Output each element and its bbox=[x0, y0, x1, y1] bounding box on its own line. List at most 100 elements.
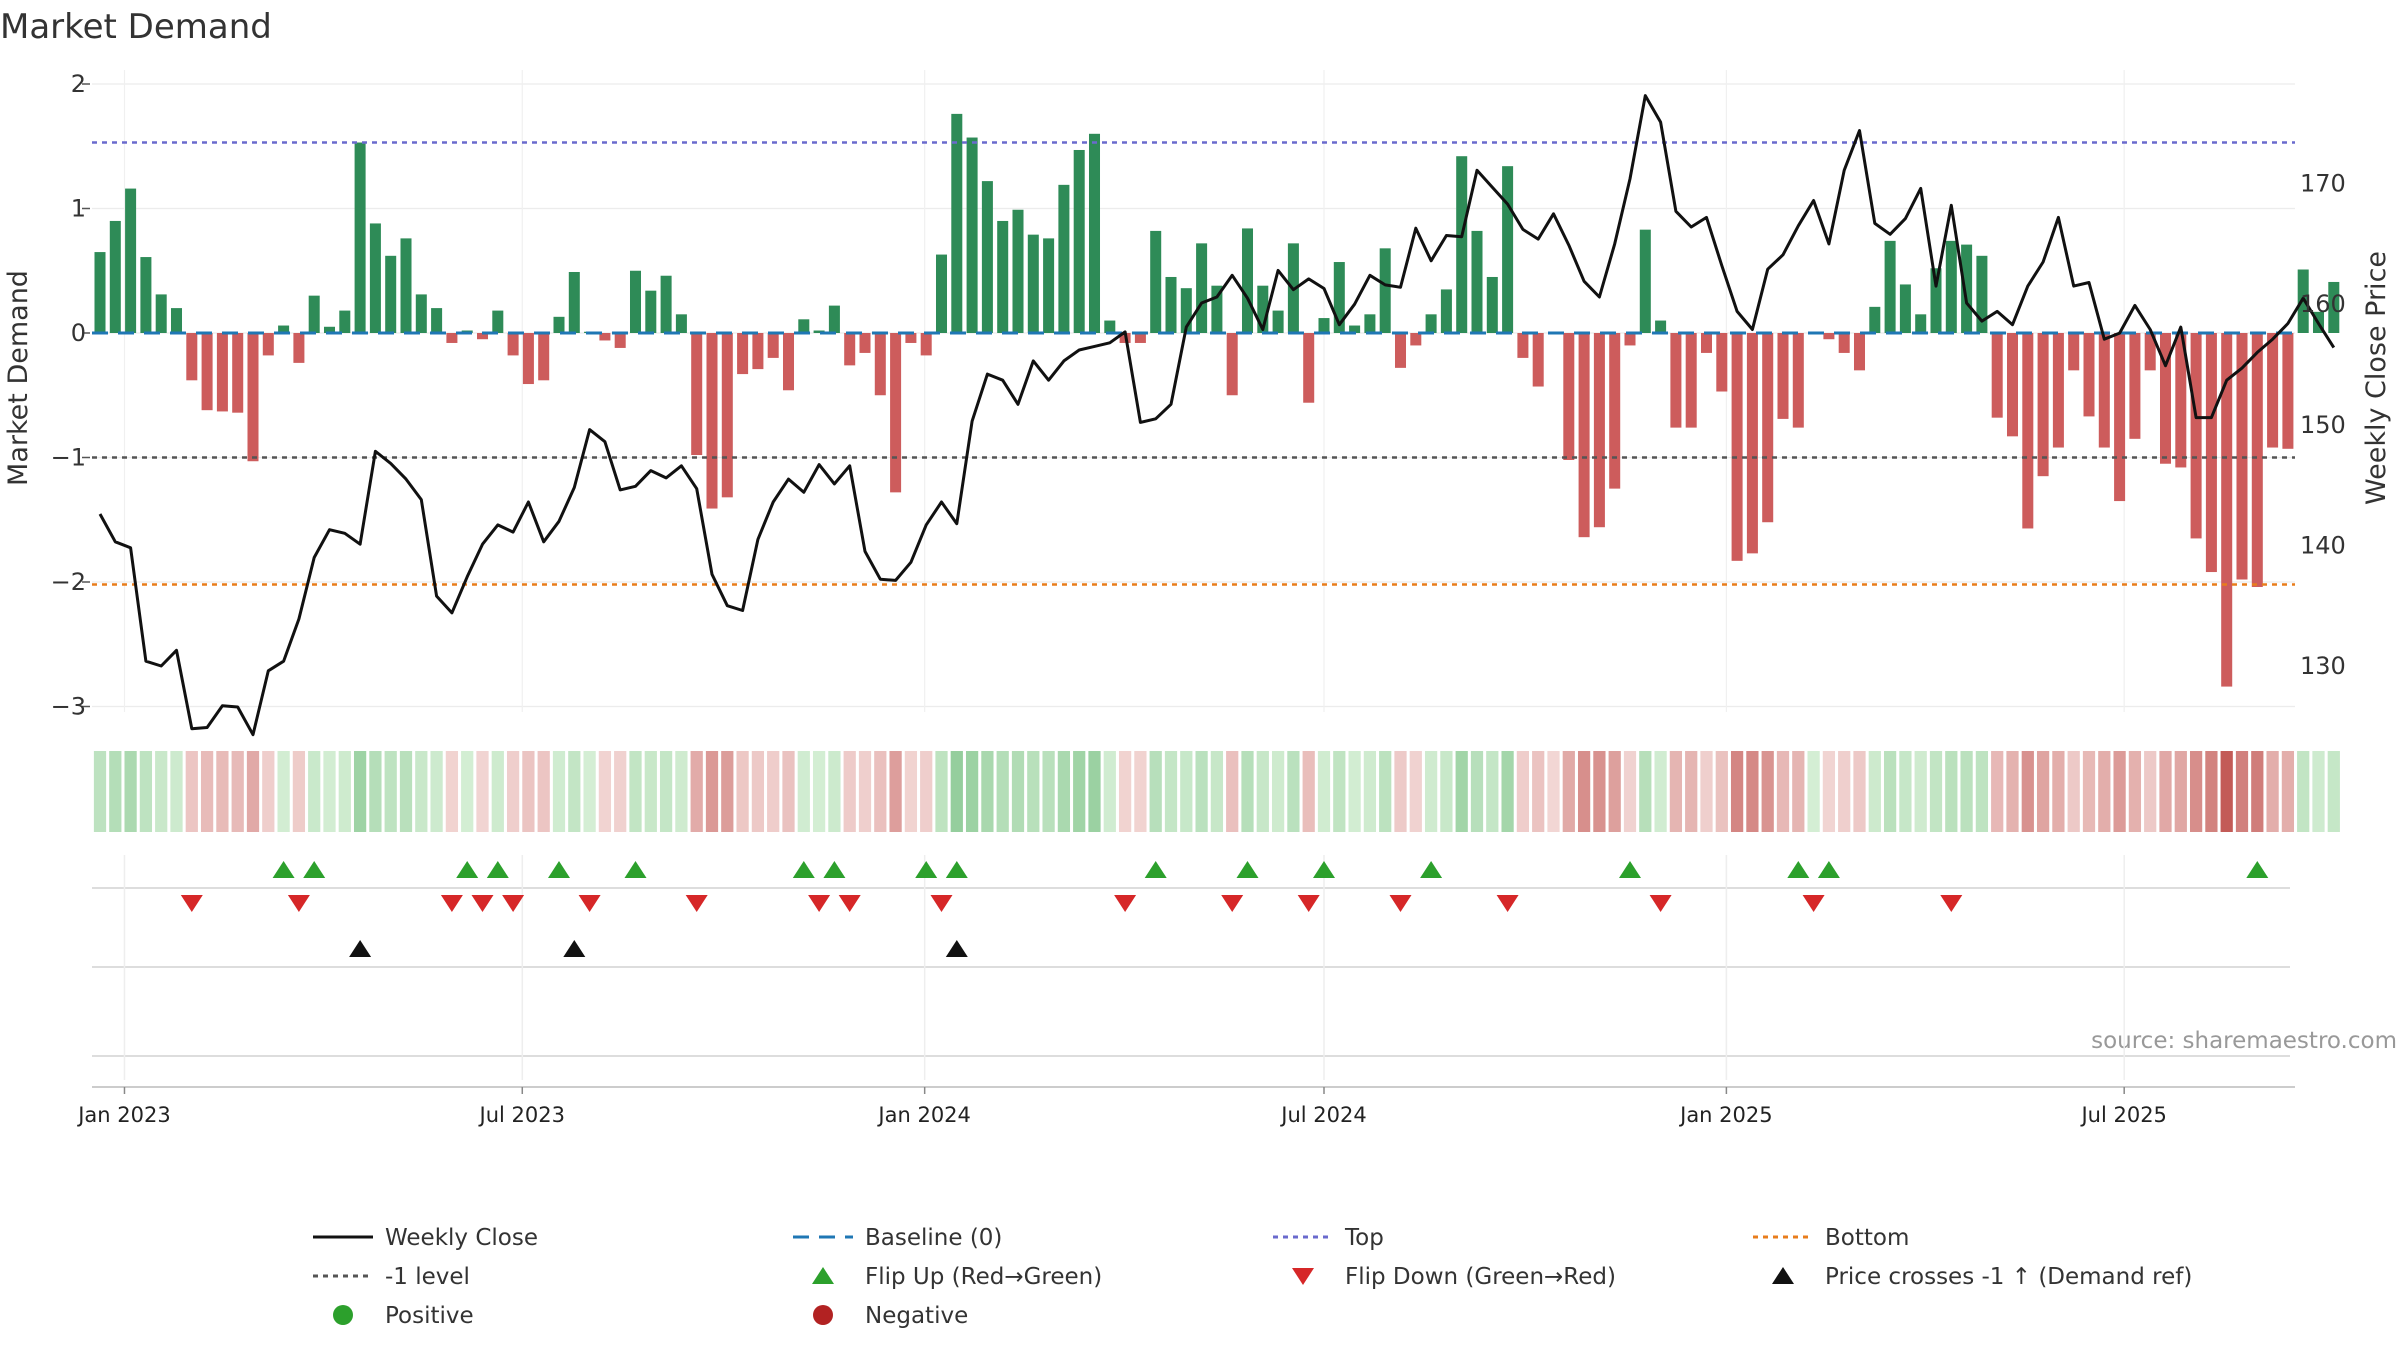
flip-down-marker bbox=[838, 895, 861, 912]
heat-cell bbox=[1088, 751, 1101, 832]
y-tick-label-right: 170 bbox=[2300, 170, 2346, 198]
heat-cell bbox=[2067, 751, 2080, 832]
heat-cell bbox=[1470, 751, 1484, 832]
demand-bar bbox=[293, 333, 305, 363]
weekly-close-line-group bbox=[98, 94, 2336, 737]
flip-down-marker bbox=[502, 895, 525, 912]
legend-item: Weekly Close bbox=[313, 1225, 538, 1251]
heat-cell bbox=[1226, 751, 1239, 832]
heat-cell bbox=[1501, 751, 1514, 832]
heat-cell bbox=[614, 751, 627, 832]
heat-cell bbox=[1608, 751, 1621, 832]
demand-bar bbox=[1027, 234, 1039, 333]
heat-cell bbox=[782, 751, 795, 832]
flip-up-marker bbox=[2246, 861, 2269, 878]
x-axis: Jan 2023 Jul 2023 Jan 2024 Jul 2024 Jan 2025… bbox=[76, 1086, 2295, 1127]
heat-cell bbox=[812, 751, 826, 832]
heat-cell bbox=[369, 751, 382, 832]
demand-bar bbox=[1088, 133, 1101, 333]
demand-bar bbox=[1486, 276, 1498, 333]
heat-cell bbox=[874, 751, 887, 832]
heat-cell bbox=[2021, 751, 2034, 832]
demand-bar bbox=[1517, 333, 1529, 358]
heat-cell bbox=[1715, 751, 1728, 832]
heat-cell bbox=[2159, 751, 2172, 832]
demand-bar bbox=[1945, 240, 1957, 333]
heat-cell bbox=[1685, 751, 1698, 832]
demand-bar bbox=[1134, 333, 1146, 343]
heat-cell bbox=[675, 751, 688, 832]
heat-cell bbox=[445, 751, 459, 832]
demand-bar bbox=[890, 333, 902, 493]
heat-cell bbox=[1654, 751, 1667, 832]
demand-bar bbox=[2068, 333, 2080, 371]
heat-cell bbox=[277, 751, 290, 832]
demand-bar bbox=[874, 333, 886, 396]
flip-up-marker bbox=[1787, 861, 1810, 878]
y-tick-label-left: 2 bbox=[71, 70, 86, 98]
demand-bar bbox=[339, 310, 351, 333]
demand-bar bbox=[354, 142, 366, 333]
heat-cell bbox=[1776, 751, 1790, 832]
demand-bar bbox=[767, 333, 779, 358]
demand-bar bbox=[1869, 306, 1881, 333]
heat-cell bbox=[476, 751, 489, 832]
demand-bar bbox=[247, 333, 259, 462]
demand-bar bbox=[1241, 228, 1254, 333]
heat-cell bbox=[338, 751, 351, 832]
heat-cell bbox=[1532, 751, 1545, 832]
heat-cell bbox=[2312, 751, 2325, 832]
heat-cell bbox=[399, 751, 413, 832]
demand-bar bbox=[1731, 333, 1743, 561]
heat-cell bbox=[950, 751, 963, 832]
heat-cell bbox=[1486, 751, 1499, 832]
heat-cell bbox=[506, 751, 520, 832]
heat-cell bbox=[1271, 751, 1285, 832]
demand-bar bbox=[1410, 333, 1422, 346]
demand-bar bbox=[905, 333, 917, 343]
legend: Weekly Close Baseline (0) Top Bottom -1 leve… bbox=[313, 1225, 2192, 1329]
demand-bar bbox=[2175, 333, 2187, 468]
demand-bar bbox=[798, 319, 810, 333]
demand-bar bbox=[2037, 333, 2049, 477]
demand-bar bbox=[2052, 333, 2064, 448]
demand-bar bbox=[216, 333, 228, 412]
flip-up-marker bbox=[303, 861, 326, 878]
demand-bar bbox=[1058, 184, 1070, 333]
heat-cell bbox=[323, 751, 336, 832]
chart-title: Market Demand bbox=[0, 7, 272, 47]
heat-cell bbox=[1210, 751, 1224, 832]
demand-bar bbox=[813, 330, 825, 333]
heat-cell bbox=[353, 751, 367, 832]
heat-cell bbox=[1180, 751, 1193, 832]
demand-bar bbox=[1150, 230, 1162, 333]
heat-cell bbox=[2235, 751, 2249, 832]
legend-label: -1 level bbox=[385, 1264, 470, 1290]
heat-cell bbox=[415, 751, 428, 832]
heat-cell bbox=[1195, 751, 1208, 832]
demand-bar bbox=[1899, 284, 1911, 333]
heat-cell bbox=[1287, 751, 1300, 832]
demand-bar bbox=[1349, 325, 1361, 333]
y-tick-label-right: 130 bbox=[2300, 652, 2346, 680]
heat-cell bbox=[1945, 751, 1958, 832]
flip-up-marker bbox=[1817, 861, 1840, 878]
heat-cell bbox=[461, 751, 474, 832]
heat-cell bbox=[1394, 751, 1407, 832]
heat-cell bbox=[1929, 751, 1943, 832]
legend-item: Flip Up (Red→Green) bbox=[812, 1264, 1102, 1290]
heat-cell bbox=[292, 751, 306, 832]
demand-bar bbox=[140, 257, 152, 333]
demand-bar bbox=[966, 137, 978, 333]
demand-bar bbox=[1762, 333, 1774, 523]
heat-cell bbox=[1547, 751, 1560, 832]
legend-item: Positive bbox=[333, 1303, 474, 1329]
heat-cell bbox=[552, 751, 566, 832]
demand-bar bbox=[1624, 333, 1636, 346]
heat-cell bbox=[2251, 751, 2264, 832]
flip-down-marker bbox=[1297, 895, 1320, 912]
heat-cell bbox=[1424, 751, 1438, 832]
flip-down-marker bbox=[930, 895, 953, 912]
demand-bar bbox=[1716, 333, 1728, 392]
